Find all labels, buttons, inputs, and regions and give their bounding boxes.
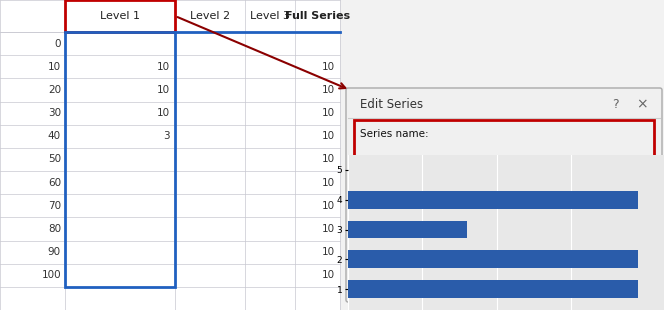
Text: Series name:: Series name:	[360, 129, 429, 139]
Bar	[348, 280, 638, 298]
Text: 10: 10	[157, 85, 170, 95]
Text: 10: 10	[322, 85, 335, 95]
Text: 50: 50	[48, 154, 61, 164]
Bar	[358, 158, 605, 183]
Text: Level 3: Level 3	[250, 11, 290, 21]
Text: 10: 10	[322, 108, 335, 118]
Text: Series values:: Series values:	[360, 200, 433, 210]
Text: 40: 40	[48, 131, 61, 141]
Text: 30: 30	[48, 108, 61, 118]
Text: 10: 10	[157, 62, 170, 72]
Text: 10: 10	[322, 224, 335, 234]
Text: 20: 20	[48, 85, 61, 95]
Bar	[65, 32, 175, 287]
Text: ⬆: ⬆	[624, 166, 633, 175]
Text: 60: 60	[48, 178, 61, 188]
Text: 10: 10	[157, 108, 170, 118]
Text: 100: 100	[41, 270, 61, 280]
Bar	[348, 191, 638, 209]
Text: =Sheet2!$G$9:$G$18: =Sheet2!$G$9:$G$18	[364, 232, 454, 245]
Bar	[436, 264, 496, 286]
Text: 10: 10	[322, 62, 335, 72]
Text: 3: 3	[163, 131, 170, 141]
Text: ⬆: ⬆	[624, 233, 633, 243]
Bar	[348, 221, 467, 238]
Bar	[0, 0, 340, 310]
Text: Level 2: Level 2	[190, 11, 230, 21]
Text: 10: 10	[322, 131, 335, 141]
Text: ×: ×	[636, 97, 648, 111]
Text: 10: 10	[322, 270, 335, 280]
Text: OK: OK	[459, 270, 473, 280]
Text: 80: 80	[48, 224, 61, 234]
Bar	[65, 0, 175, 32]
Bar	[608, 226, 650, 251]
Bar	[354, 191, 654, 256]
Text: 10: 10	[48, 62, 61, 72]
Bar	[354, 120, 654, 188]
Text: 0: 0	[54, 38, 61, 49]
Text: 10: 10	[322, 154, 335, 164]
Text: 10: 10	[322, 247, 335, 257]
Text: Level 1: Level 1	[100, 11, 140, 21]
Text: 70: 70	[48, 201, 61, 211]
Text: Full Series: Full Series	[285, 11, 350, 21]
FancyBboxPatch shape	[346, 88, 662, 302]
Text: =Sheet2!$G$7: =Sheet2!$G$7	[364, 165, 429, 176]
Bar	[348, 90, 660, 118]
Text: Edit Series: Edit Series	[360, 98, 423, 110]
Text: 90: 90	[48, 247, 61, 257]
Bar	[512, 264, 582, 286]
Bar	[348, 250, 638, 268]
Bar	[608, 158, 650, 183]
Text: ?: ?	[612, 98, 618, 110]
Text: 10: 10	[322, 201, 335, 211]
Bar	[358, 226, 605, 251]
Text: 10: 10	[322, 178, 335, 188]
Text: Cancel: Cancel	[529, 270, 565, 280]
